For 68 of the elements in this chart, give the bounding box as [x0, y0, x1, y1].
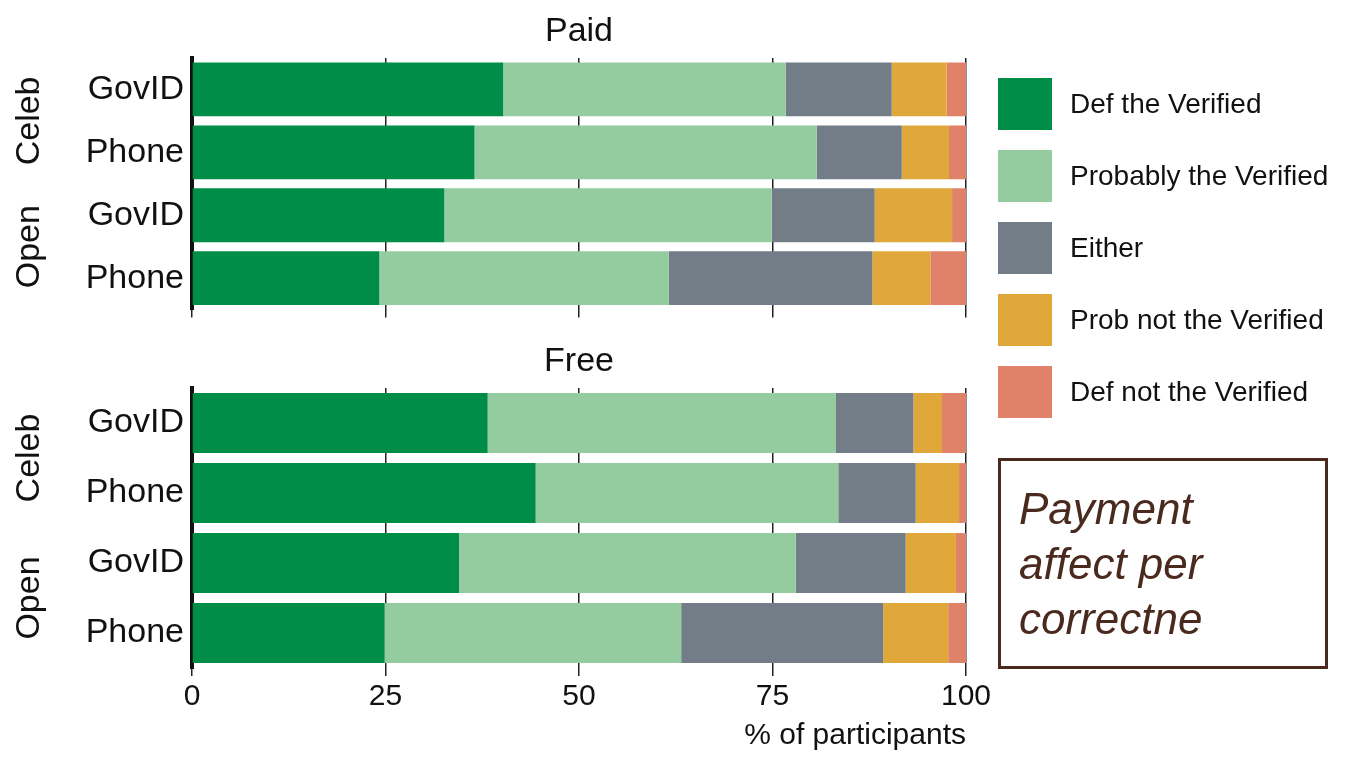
text: Payment [1019, 483, 1195, 535]
y-tick-label: Phone [85, 471, 184, 510]
text: Celeb [8, 76, 47, 166]
bar [487, 393, 836, 453]
x-tick-label: 25 [368, 678, 403, 712]
legend-label: Either [1070, 232, 1144, 264]
text: correctne [1019, 593, 1204, 645]
text: Open [8, 205, 47, 289]
bar [668, 251, 873, 306]
bar [503, 62, 786, 117]
bar [915, 463, 960, 523]
y-tick-label: Phone [85, 611, 184, 650]
bar [192, 188, 445, 243]
text: Celeb [8, 413, 47, 503]
bar [948, 603, 966, 663]
bar [192, 125, 475, 180]
bar [930, 251, 966, 306]
y-tick-label: GovID [87, 67, 184, 106]
bar [959, 463, 966, 523]
legend-label: Def the Verified [1070, 88, 1262, 120]
bar [816, 125, 902, 180]
x-tick-label: 75 [755, 678, 790, 712]
x-tick-label: 0 [183, 678, 201, 712]
chart-title: Free [544, 340, 614, 379]
x-axis-title: % of participants [744, 717, 966, 751]
bar [872, 251, 931, 306]
bar [795, 533, 906, 593]
bar [901, 125, 949, 180]
bar [459, 533, 796, 593]
bar [681, 603, 884, 663]
bar [891, 62, 947, 117]
bar [192, 463, 536, 523]
bar [883, 603, 949, 663]
bar [771, 188, 875, 243]
y-tick-label: GovID [87, 193, 184, 232]
bar [535, 463, 839, 523]
bar [474, 125, 817, 180]
bar [948, 125, 966, 180]
y-tick-label: Phone [85, 130, 184, 169]
bar [785, 62, 892, 117]
bar [942, 393, 966, 453]
bar [946, 62, 966, 117]
chart-title: Paid [544, 10, 614, 49]
bar [905, 533, 956, 593]
bar [874, 188, 953, 243]
bar [192, 393, 488, 453]
bar [379, 251, 669, 306]
y-tick-label: GovID [87, 401, 184, 440]
bar [192, 603, 385, 663]
bar [192, 251, 380, 306]
bar [913, 393, 943, 453]
text: Open [8, 556, 47, 640]
y-tick-label: GovID [87, 541, 184, 580]
bar [835, 393, 914, 453]
y-tick-label: Phone [85, 256, 184, 295]
bar [838, 463, 916, 523]
x-tick-label: 100 [940, 678, 992, 712]
bar [444, 188, 772, 243]
text: affect per [1019, 538, 1205, 590]
bar [192, 533, 460, 593]
legend-label: Def not the Verified [1070, 376, 1309, 408]
bar [952, 188, 966, 243]
bar [192, 62, 504, 117]
bar [955, 533, 966, 593]
bar [384, 603, 682, 663]
legend-label: Probably the Verified [1070, 160, 1329, 192]
x-tick-label: 50 [562, 678, 596, 712]
legend-label: Prob not the Verified [1070, 304, 1324, 336]
